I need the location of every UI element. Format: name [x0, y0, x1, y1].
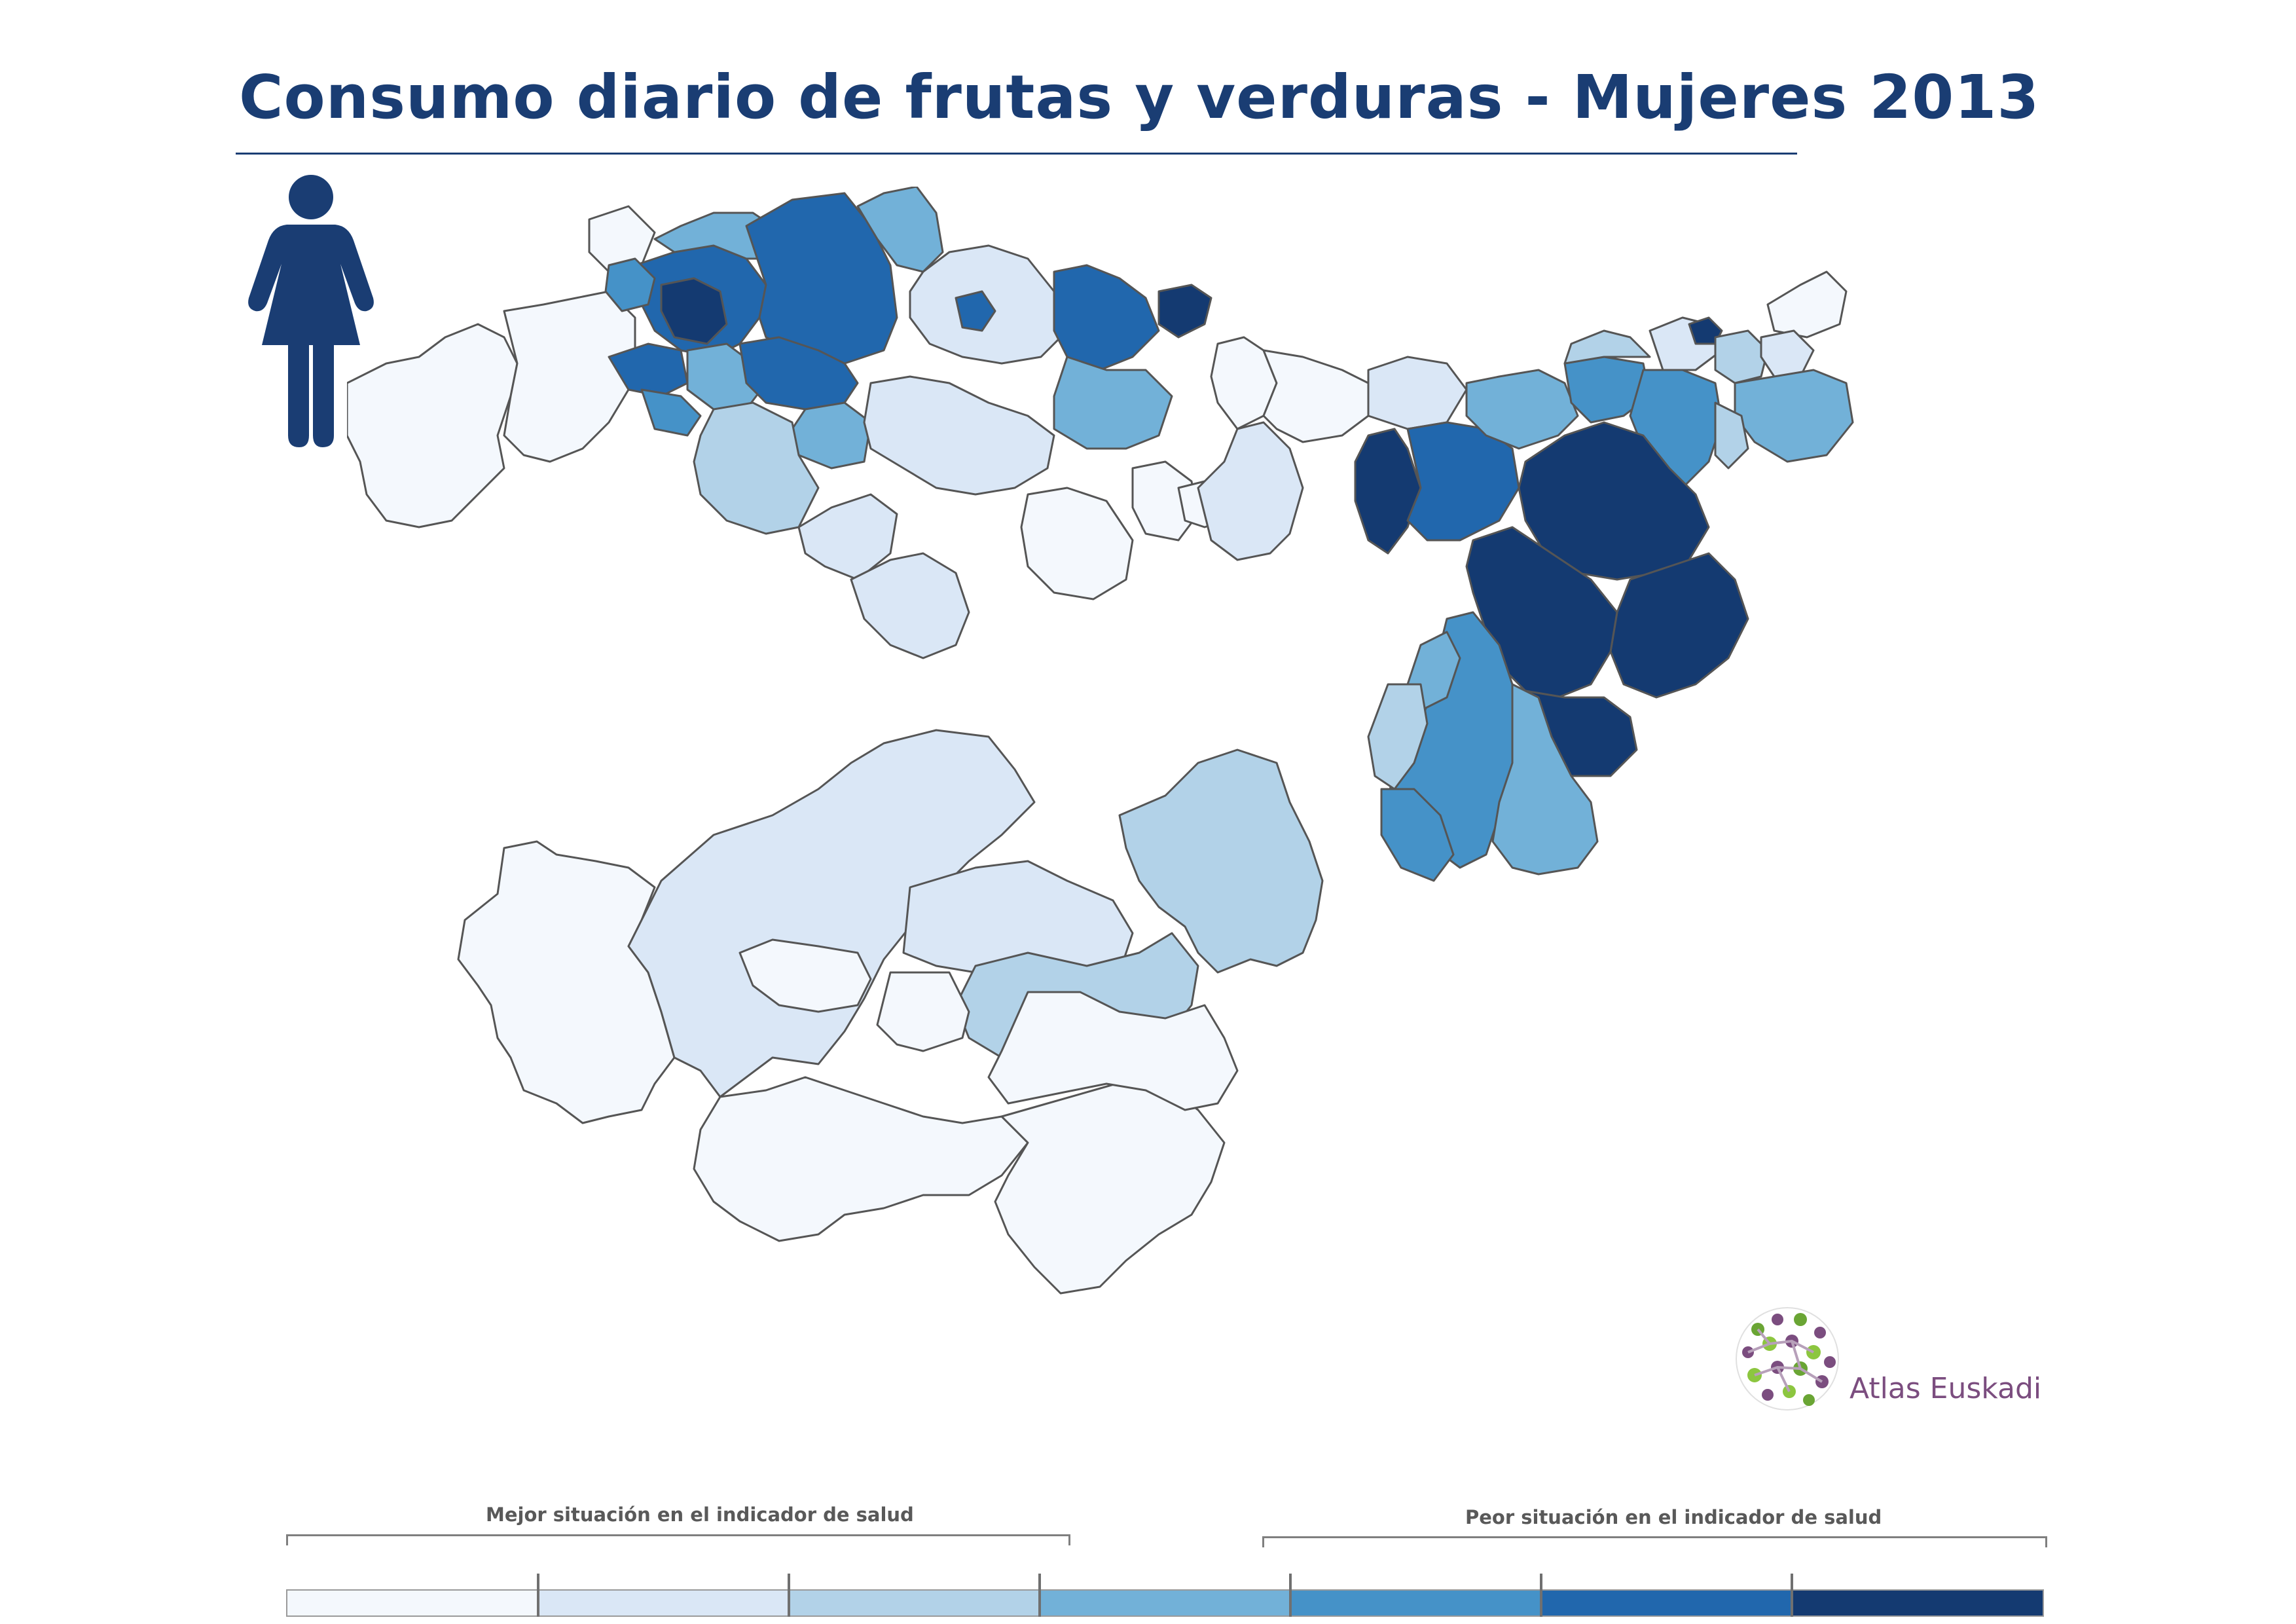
region-oiartzun — [1734, 369, 1854, 463]
atlas-euskadi-logo-text: Atlas Euskadi — [1850, 1372, 2042, 1405]
legend-swatch-6 — [1540, 1574, 1792, 1617]
region-alava-west — [457, 840, 676, 1124]
region-elorrio — [1131, 460, 1199, 542]
legend-swatch-3 — [788, 1574, 1040, 1617]
region-alava-west-south — [876, 971, 970, 1052]
region-bilbao-metro-6 — [640, 388, 702, 437]
region-debabarrena — [1197, 421, 1304, 561]
region-urola-kosta — [1465, 369, 1579, 450]
region-urretxu — [1380, 788, 1455, 882]
legend-color-scale — [286, 1574, 2044, 1617]
region-zornotza — [797, 493, 898, 581]
region-mungia — [745, 192, 898, 365]
region-treviño — [738, 938, 872, 1013]
title-divider — [236, 153, 1797, 155]
region-txorierri — [738, 336, 859, 411]
region-hondarribia — [1766, 270, 1848, 339]
region-durango-south — [850, 552, 970, 659]
region-ondarroa — [1157, 284, 1212, 339]
region-lasarte — [1714, 401, 1749, 470]
region-donostia-west — [1563, 329, 1651, 365]
region-eibar — [1354, 428, 1422, 555]
region-encartaciones-west — [347, 323, 519, 528]
legend-best-label: Mejor situación en el indicador de salud — [486, 1504, 914, 1526]
legend-swatch-2 — [537, 1574, 789, 1617]
atlas-euskadi-logo-mark — [1736, 1307, 1839, 1411]
region-alava-central-west — [627, 729, 1036, 1098]
legend-swatch-7 — [1791, 1574, 2043, 1617]
basque-country-map — [347, 187, 1854, 1295]
woman-icon — [248, 175, 374, 447]
region-markina — [1053, 356, 1173, 450]
region-encartaciones-east — [503, 290, 636, 463]
atlas-euskadi-logo: Atlas Euskadi — [1732, 1303, 2072, 1421]
region-bilbao-metro-3 — [604, 257, 656, 312]
region-otxandio — [1020, 487, 1134, 600]
region-legazpi — [1367, 683, 1429, 790]
region-deba-coast — [1262, 349, 1370, 443]
legend-swatch-4 — [1038, 1574, 1290, 1617]
region-durangaldea — [863, 375, 1055, 496]
region-alava-east-plain — [1118, 748, 1324, 974]
region-lea-artibai — [1053, 264, 1160, 371]
region-pasaia — [1714, 329, 1769, 384]
region-rioja-alavesa-west — [693, 1076, 1029, 1242]
region-montana-alavesa — [987, 991, 1239, 1111]
region-bilbao-metro-2 — [660, 277, 728, 345]
map-title: Consumo diario de frutas y verduras - Mu… — [239, 62, 2040, 132]
region-galdakao — [791, 401, 872, 470]
legend-worst-label: Peor situación en el indicador de salud — [1465, 1506, 1882, 1528]
region-lazkao — [1491, 683, 1599, 876]
legend-swatch-5 — [1289, 1574, 1541, 1617]
region-bilbao-metro-5 — [608, 342, 689, 397]
legend-swatch-1 — [287, 1591, 538, 1615]
legend-worst-bracket — [1262, 1536, 2047, 1547]
legend-best-bracket — [286, 1534, 1070, 1545]
region-gernika-town — [955, 290, 996, 332]
region-arratia — [693, 401, 820, 535]
region-bakio — [856, 187, 944, 273]
region-goierri — [1465, 526, 1618, 699]
region-bergara — [1406, 421, 1520, 542]
region-zumaia — [1367, 356, 1468, 430]
